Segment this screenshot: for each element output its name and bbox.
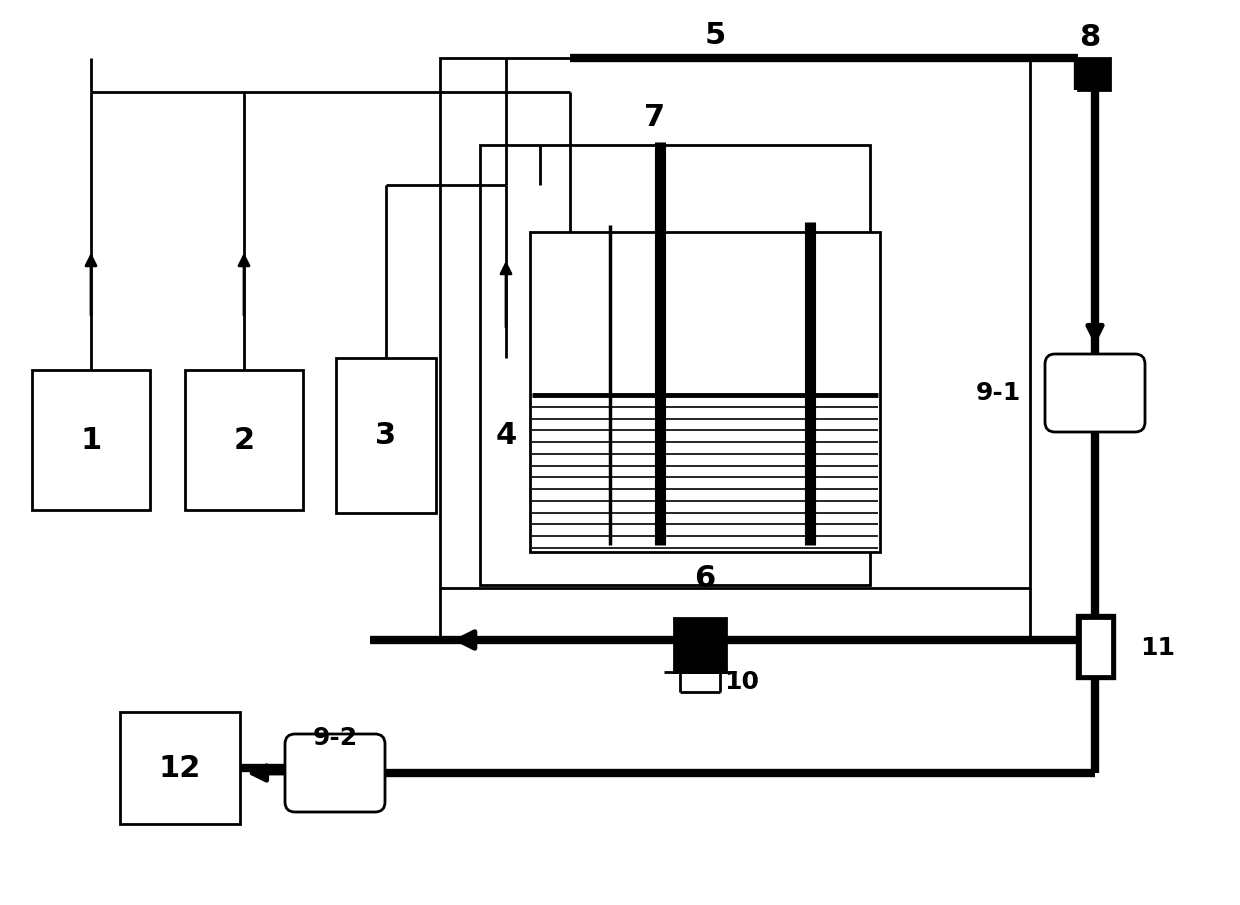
Bar [336,358,436,513]
Text: 1: 1 [81,425,102,454]
Bar [440,58,1030,588]
Bar [456,358,556,513]
Text: 10: 10 [724,670,759,694]
Bar [1078,58,1110,90]
Text: 9-2: 9-2 [312,726,357,750]
Text: 6: 6 [694,564,715,593]
Text: 5: 5 [704,22,725,51]
Text: 9-1: 9-1 [976,381,1021,405]
Bar [185,370,303,510]
Bar [120,712,241,824]
Text: 12: 12 [159,754,201,783]
Bar [675,618,725,672]
FancyBboxPatch shape [285,734,384,812]
Bar [1080,618,1112,676]
Text: 11: 11 [1141,636,1176,660]
Text: 2: 2 [233,425,254,454]
Bar [32,370,150,510]
Text: 4: 4 [495,421,517,450]
FancyBboxPatch shape [1045,354,1145,432]
Bar [1080,618,1112,676]
Text: 3: 3 [376,421,397,450]
Text: 8: 8 [1079,24,1101,52]
Text: 7: 7 [645,103,666,132]
Bar [480,145,870,585]
Bar [529,232,880,552]
